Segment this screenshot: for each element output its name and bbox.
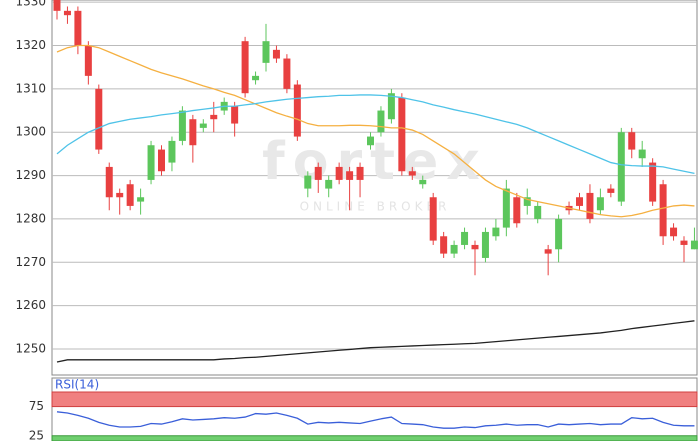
y-tick-label: 1280: [15, 211, 46, 225]
candle-body: [314, 166, 322, 180]
candle-body: [387, 93, 395, 120]
candle-body: [325, 179, 333, 189]
rsi-title: RSI(14): [55, 378, 99, 392]
candle-body: [262, 41, 270, 63]
candle-body: [586, 192, 594, 219]
candle-body: [680, 240, 688, 245]
y-tick-label: 1320: [15, 38, 46, 52]
candle-body: [440, 236, 448, 254]
candle-body: [481, 231, 489, 258]
candle-body: [670, 227, 678, 237]
candle-body: [419, 179, 427, 185]
candle-body: [252, 75, 260, 81]
candle-body: [137, 197, 145, 202]
candle-body: [304, 175, 312, 189]
candle-body: [63, 10, 71, 16]
candle-body: [84, 45, 92, 76]
candle-body: [544, 249, 552, 254]
y-tick-label: 1250: [15, 341, 46, 355]
moving-average: [56, 94, 695, 175]
overbought-band: [51, 391, 698, 408]
candle-body: [576, 197, 583, 206]
candle-body: [74, 10, 82, 46]
candle-body: [356, 166, 364, 180]
candle-body: [628, 132, 636, 150]
rsi-line: [56, 411, 695, 429]
candle-body: [53, 0, 61, 11]
rsi-tick-label: 75: [29, 399, 44, 413]
candle-body: [534, 205, 542, 219]
y-tick-label: 1270: [15, 255, 46, 269]
candle-body: [335, 166, 343, 180]
candle-body: [210, 114, 218, 120]
oversold-band: [51, 435, 698, 441]
candle-body: [126, 184, 134, 206]
candle-body: [283, 58, 291, 89]
candle-body: [607, 188, 615, 193]
candle-body: [367, 136, 374, 146]
candle-body: [95, 88, 103, 150]
candle-body: [408, 171, 416, 176]
candle-body: [398, 97, 406, 172]
candle-body: [116, 192, 124, 198]
moving-average: [56, 44, 695, 218]
candle-body: [346, 171, 354, 180]
candle-body: [199, 123, 207, 128]
candle-body: [377, 110, 385, 133]
candle-body: [659, 184, 667, 237]
candle-body: [147, 145, 155, 180]
candle-body: [555, 218, 563, 250]
watermark-sub: ONLINE BROKER: [300, 200, 451, 214]
candle-body: [492, 227, 500, 237]
moving-average: [56, 320, 695, 363]
candle-body: [189, 119, 197, 146]
candle-body: [105, 166, 113, 198]
candle-body: [429, 197, 437, 241]
candle-body: [513, 197, 521, 224]
y-tick-label: 1310: [15, 81, 46, 95]
candle-body: [241, 41, 249, 94]
candle-body: [272, 49, 280, 59]
rsi-tick-label: 25: [29, 428, 44, 441]
y-tick-label: 1330: [15, 0, 46, 9]
candle-body: [471, 244, 479, 250]
y-tick-label: 1290: [15, 168, 46, 182]
candle-body: [158, 149, 165, 172]
candle-body: [461, 231, 469, 245]
candle-body: [450, 244, 458, 254]
candle-body: [178, 110, 186, 141]
y-tick-label: 1300: [15, 125, 46, 139]
candle-body: [617, 132, 625, 202]
candle-body: [638, 149, 646, 159]
y-tick-label: 1260: [15, 298, 46, 312]
candle-body: [690, 240, 698, 250]
rsi-frame: [51, 377, 698, 441]
candle-body: [293, 84, 301, 137]
candle-body: [502, 188, 510, 228]
candle-body: [523, 197, 531, 206]
candle-body: [231, 106, 239, 124]
candle-body: [596, 197, 604, 211]
candle-body: [168, 140, 176, 163]
watermark: fortex: [262, 132, 488, 192]
candle-body: [649, 162, 657, 202]
